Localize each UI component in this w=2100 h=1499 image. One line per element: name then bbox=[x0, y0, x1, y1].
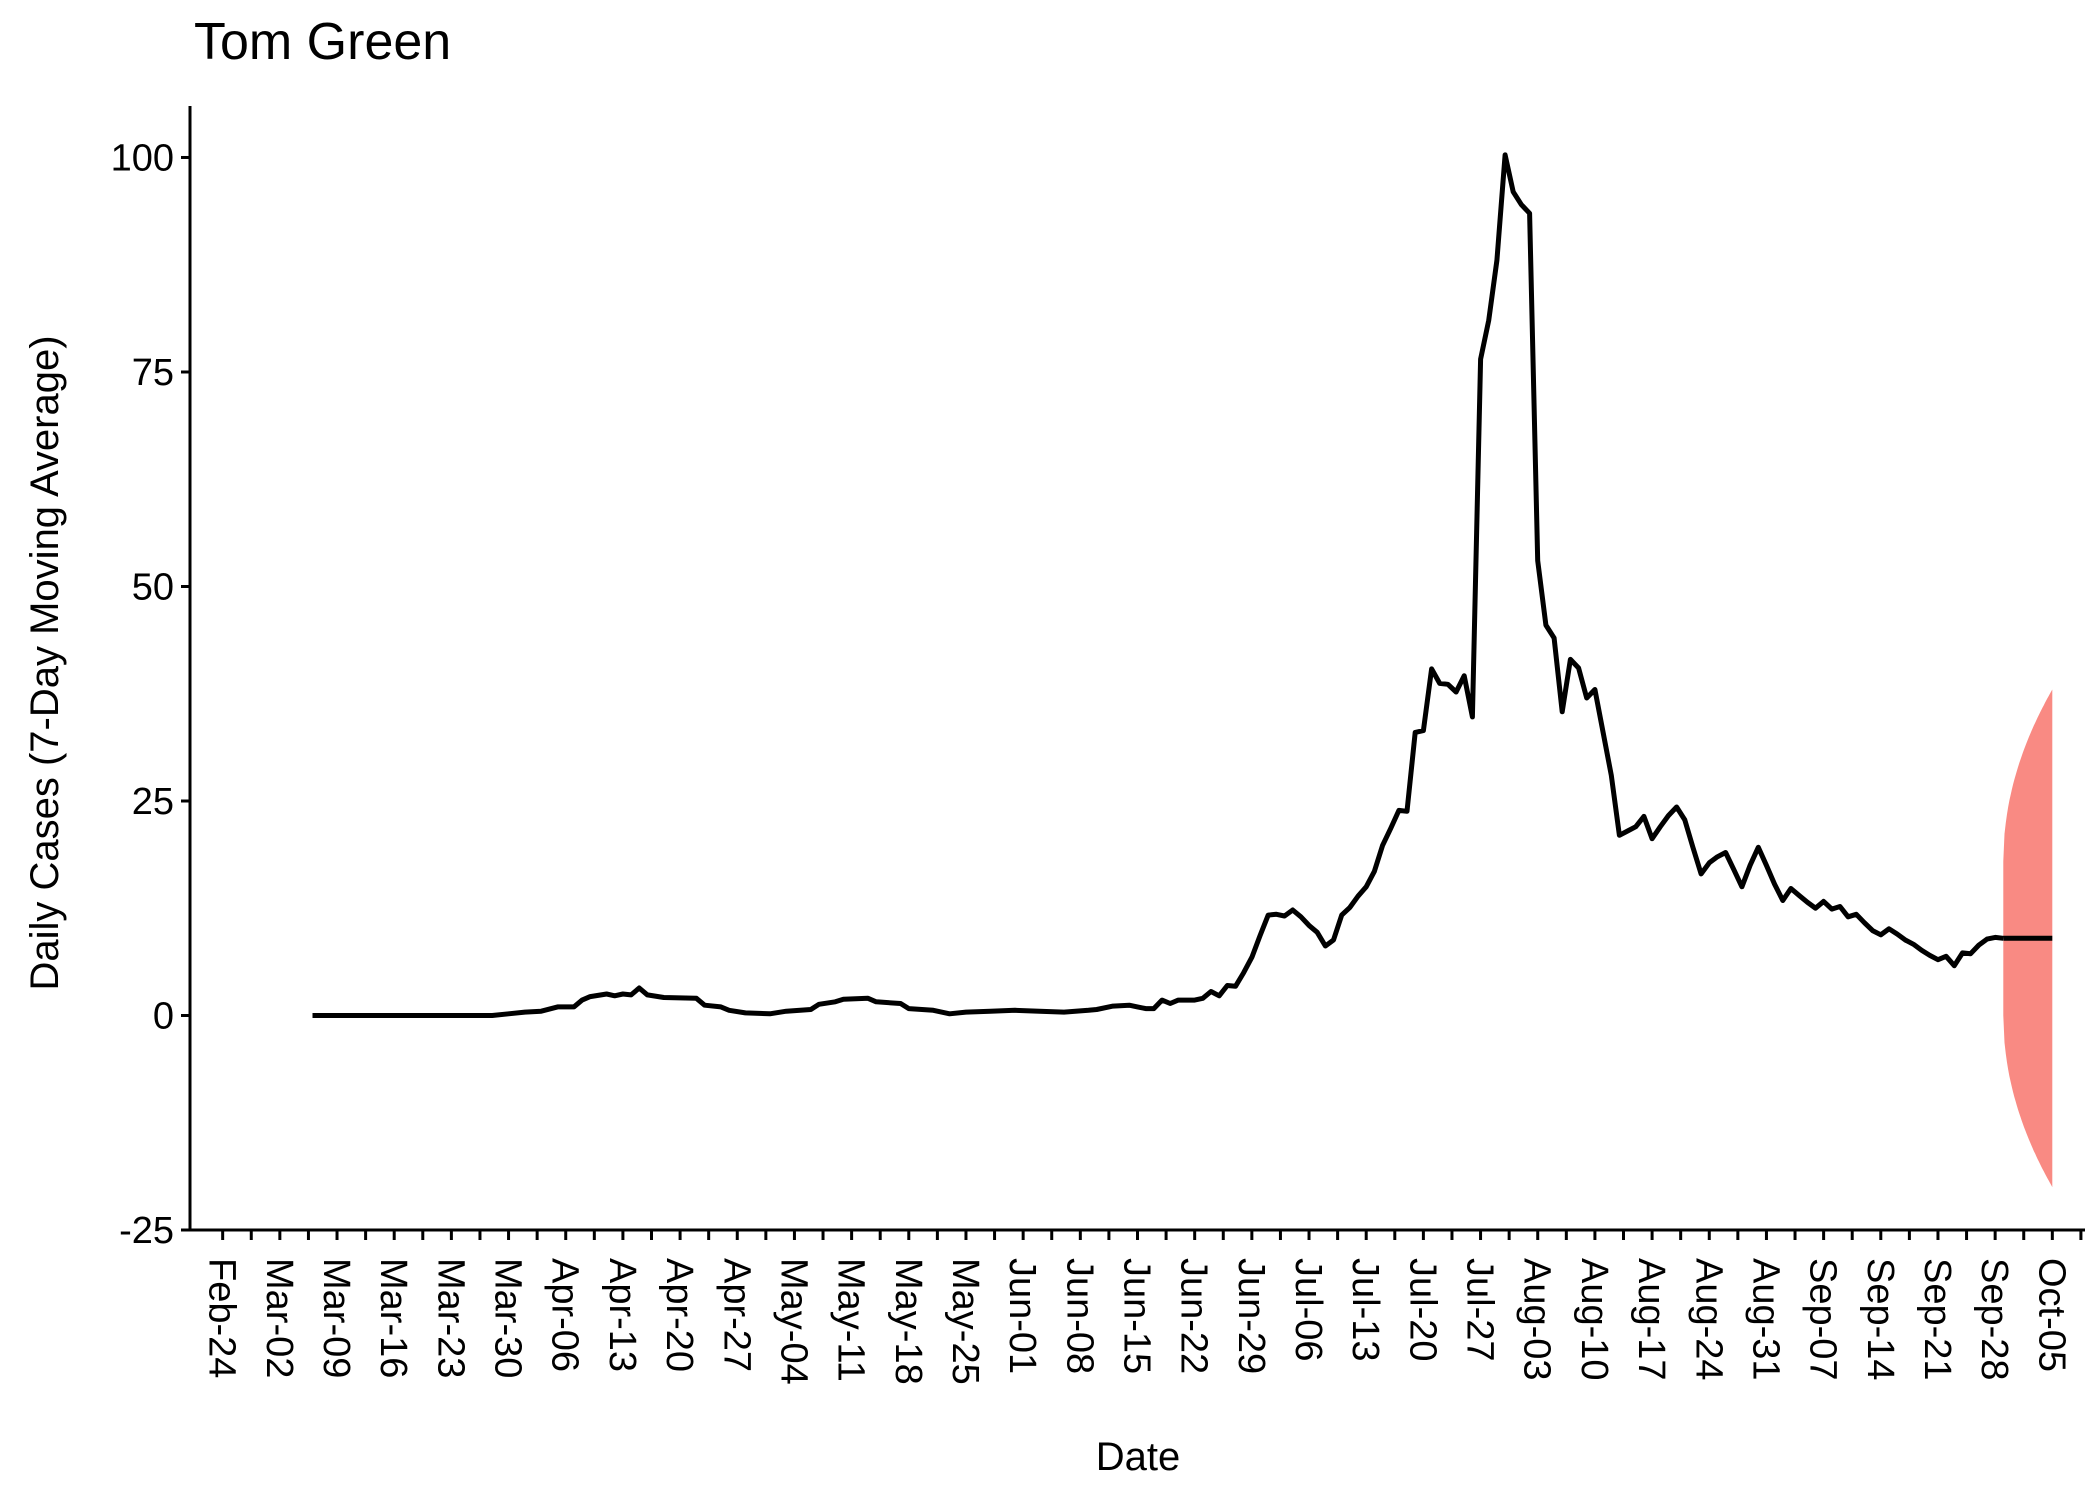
y-tick-label: 75 bbox=[132, 352, 174, 394]
x-axis-title: Date bbox=[1096, 1435, 1181, 1479]
x-tick-label: Mar-16 bbox=[372, 1258, 414, 1378]
x-tick-label: Apr-13 bbox=[601, 1258, 643, 1372]
x-tick-label: Jun-08 bbox=[1058, 1258, 1100, 1374]
y-axis-title: Daily Cases (7-Day Moving Average) bbox=[23, 335, 67, 990]
y-tick-label: 50 bbox=[132, 566, 174, 608]
x-tick-label: Oct-05 bbox=[2030, 1258, 2072, 1372]
x-axis-ticks: Feb-24 Mar-02 Mar-09 Mar-16 Mar-23 Mar-30 Apr-… bbox=[201, 1230, 2083, 1385]
x-tick-label: Apr-20 bbox=[658, 1258, 700, 1372]
x-tick-label: Jul-13 bbox=[1344, 1258, 1386, 1362]
x-tick-label: Jul-06 bbox=[1287, 1258, 1329, 1362]
x-tick-label: Jul-27 bbox=[1459, 1258, 1501, 1362]
x-tick-label: Aug-10 bbox=[1573, 1258, 1615, 1381]
x-tick-label: May-25 bbox=[944, 1258, 986, 1385]
x-tick-label: Mar-30 bbox=[487, 1258, 529, 1378]
x-tick-label: Mar-23 bbox=[429, 1258, 471, 1378]
x-tick-label: May-04 bbox=[772, 1258, 814, 1385]
x-tick-label: Jun-22 bbox=[1173, 1258, 1215, 1374]
chart-title: Tom Green bbox=[194, 13, 452, 71]
x-tick-label: Jun-01 bbox=[1001, 1258, 1043, 1374]
x-tick-label: Jun-29 bbox=[1230, 1258, 1272, 1374]
x-tick-label: Sep-14 bbox=[1859, 1258, 1901, 1381]
x-tick-label: Sep-07 bbox=[1802, 1258, 1844, 1381]
y-tick-label: 25 bbox=[132, 781, 174, 823]
x-tick-label: Feb-24 bbox=[201, 1258, 243, 1378]
x-tick-label: Aug-31 bbox=[1744, 1258, 1786, 1381]
y-axis-ticks: -25 0 25 50 75 100 bbox=[111, 137, 190, 1252]
x-tick-label: Aug-17 bbox=[1630, 1258, 1672, 1381]
series-layer bbox=[312, 152, 2053, 1018]
x-tick-label: Mar-02 bbox=[258, 1258, 300, 1378]
x-tick-label: Aug-24 bbox=[1687, 1258, 1729, 1381]
x-tick-label: Sep-21 bbox=[1916, 1258, 1958, 1381]
x-tick-label: Apr-06 bbox=[544, 1258, 586, 1372]
x-tick-label: Sep-28 bbox=[1973, 1258, 2015, 1381]
x-tick-label: May-11 bbox=[830, 1258, 872, 1382]
x-tick-label: Aug-03 bbox=[1516, 1258, 1558, 1381]
axes-layer bbox=[188, 106, 2085, 1232]
x-tick-label: Jun-15 bbox=[1116, 1258, 1158, 1374]
series-line-daily-cases bbox=[312, 152, 2004, 1018]
y-tick-label: -25 bbox=[119, 1210, 174, 1252]
y-tick-label: 0 bbox=[153, 995, 174, 1037]
x-tick-label: Mar-09 bbox=[315, 1258, 357, 1378]
x-tick-label: May-18 bbox=[887, 1258, 929, 1385]
x-tick-label: Apr-27 bbox=[715, 1258, 757, 1372]
x-tick-label: Jul-20 bbox=[1401, 1258, 1443, 1362]
y-tick-label: 100 bbox=[111, 137, 174, 179]
